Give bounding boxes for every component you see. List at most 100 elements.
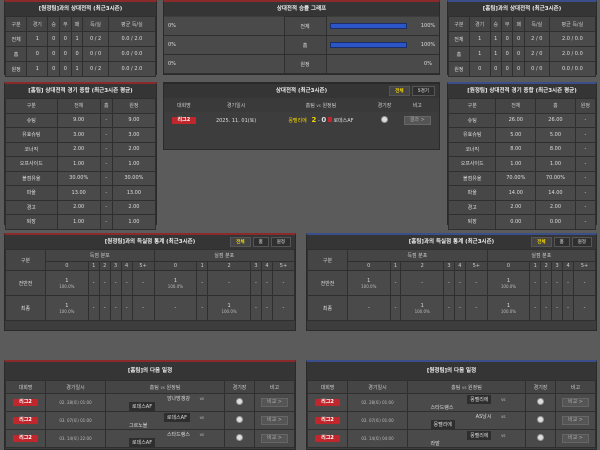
red-card-icon <box>327 117 332 122</box>
cell: - <box>551 270 564 296</box>
bucket-header: 2 <box>207 261 251 271</box>
compare-button[interactable]: 비교 > <box>261 434 288 443</box>
row-label: 최종 <box>5 295 46 321</box>
away-team[interactable]: 스타드랭스 <box>430 404 454 411</box>
cell: 0.0 / 0.0 <box>107 46 157 62</box>
cell: - <box>453 270 466 296</box>
away-team[interactable]: 로데스AF <box>129 437 156 447</box>
home-team[interactable]: 몽펠리에 <box>467 394 492 404</box>
tab-home[interactable]: 홈 <box>553 237 570 247</box>
home-team[interactable]: AS낭시 <box>475 413 492 420</box>
stadium-icon[interactable] <box>236 434 243 441</box>
column-header: 패 <box>512 16 525 32</box>
table-row: 유효슈팅 3.00-3.00 <box>5 127 157 143</box>
cell: 1 100.0% <box>486 270 531 296</box>
compare-button[interactable]: 비교 > <box>562 416 589 425</box>
count: - <box>545 305 548 311</box>
column-header: 원정 <box>111 98 157 114</box>
tab-all[interactable]: 전체 <box>531 237 552 247</box>
bucket-header: 3 <box>442 261 455 271</box>
cell: 5.00 <box>535 127 576 143</box>
count: - <box>228 280 231 286</box>
count: - <box>475 280 478 286</box>
away-team[interactable]: 몽펠리에 <box>430 419 455 429</box>
home-team[interactable]: 스타드랭스 <box>166 431 190 438</box>
table-row: 퇴장 0.00 0.00- <box>447 214 597 230</box>
tab-5-games[interactable]: 5경기 <box>411 86 435 96</box>
graph-row: 0% 전체 100% <box>164 16 439 36</box>
cell: 1 100.0% <box>400 295 444 321</box>
column-header: 승 <box>489 16 503 32</box>
count: - <box>556 305 558 311</box>
row-label: 전체 <box>448 31 470 47</box>
bucket-header: 1 <box>196 261 209 271</box>
table-row: 퇴장 1.00-1.00 <box>5 214 157 230</box>
table-row: 전체 1 1 0 0 2 / 0 2.0 / 0.0 <box>448 31 597 47</box>
count: - <box>142 280 145 286</box>
tab-all[interactable]: 전체 <box>230 237 251 247</box>
home-team[interactable]: 로데스AF <box>163 412 190 422</box>
compare-button[interactable]: 비교 > <box>261 398 288 407</box>
column-header: 평균 득/실 <box>107 16 157 32</box>
table-row: 오프사이드 1.00-1.00 <box>5 156 157 172</box>
column-header: 경기일시 <box>45 380 106 394</box>
schedule-row: 리그2 03. 07(토) 01:00 로데스AF vs그르노블 비교 > <box>5 411 295 430</box>
away-team[interactable]: 로데스AF <box>333 118 354 124</box>
stadium-icon[interactable] <box>236 398 243 405</box>
compare-button[interactable]: 비교 > <box>562 434 589 443</box>
bucket-header: 3 <box>109 261 122 271</box>
compare-button[interactable]: 비교 > <box>261 416 288 425</box>
compare-button[interactable]: 비교 > <box>562 398 589 407</box>
away-rate: 100% <box>417 35 439 55</box>
stadium-icon[interactable] <box>537 398 544 405</box>
column-header: vs <box>461 384 467 390</box>
home-rate: 0% <box>164 16 284 36</box>
cell: 0.00 <box>495 214 537 230</box>
away-team[interactable]: 로데스AF <box>129 401 156 411</box>
bucket-header: 0 <box>153 261 198 271</box>
column-header: vs <box>160 384 165 390</box>
winrate-bar <box>329 22 408 29</box>
graph-row: 0% 홈 100% <box>164 35 439 55</box>
home-team[interactable]: 앙나방갱강 <box>166 395 190 402</box>
stadium-icon[interactable] <box>537 434 544 441</box>
column-header: 비고 <box>254 380 295 394</box>
title-text: 상대전적 (최근3시즌) <box>275 88 328 94</box>
cell: - <box>529 270 542 296</box>
away-team[interactable]: 그르노블 <box>129 422 148 429</box>
column-header: 원정팀 <box>322 102 337 109</box>
row-label: 경고 <box>5 199 58 215</box>
header-row: 대회명 경기일시 홈팀 vs 원정팀 경기장 비고 <box>5 380 295 394</box>
away-team[interactable]: 라발 <box>430 440 440 447</box>
bucket-header: 1 <box>87 261 100 271</box>
count: - <box>201 305 204 311</box>
tab-home[interactable]: 홈 <box>252 237 269 247</box>
home-team[interactable]: 몽펠리에 <box>467 430 492 440</box>
bucket-header: 5+ <box>271 261 296 271</box>
home-team[interactable]: 몽펠리에 <box>288 118 307 124</box>
percent: 100.0% <box>500 308 517 314</box>
column-header: 홈팀 <box>305 102 315 109</box>
recent-h2h-panel: 상대전적 (최근3시즌) 전체 5경기 대회명 경기일시 홈팀 vs 원정팀 경기장 비고… <box>163 82 440 150</box>
stadium-icon[interactable] <box>236 416 243 423</box>
column-header: 경기일시 <box>347 380 408 394</box>
cell: - <box>207 270 251 296</box>
count: - <box>114 280 117 286</box>
cell: - <box>196 295 209 321</box>
result-button[interactable]: 결과 > <box>403 115 431 125</box>
match-row[interactable]: 리그2 2025. 11. 01(토) 몽펠리에 2 - 0 로데스AF 결과 > <box>164 112 439 128</box>
cell: - <box>99 170 113 186</box>
cell: - <box>400 270 444 296</box>
header-row: 구분 득점 분포 실점 분포 <box>5 249 296 271</box>
stadium-icon[interactable] <box>537 416 544 423</box>
row-label: 코너킥 <box>5 141 58 157</box>
column-header: 구분 <box>4 16 28 32</box>
panel-title: [원정팀]의 다음 일정 <box>307 362 596 380</box>
tab-all[interactable]: 전체 <box>389 86 410 96</box>
tab-away[interactable]: 원정 <box>270 237 291 247</box>
percent: 100.0% <box>500 283 517 289</box>
tab-away[interactable]: 원정 <box>571 237 592 247</box>
row-label: 전체 <box>283 16 327 36</box>
count: - <box>458 280 461 286</box>
stadium-icon[interactable] <box>380 115 388 123</box>
